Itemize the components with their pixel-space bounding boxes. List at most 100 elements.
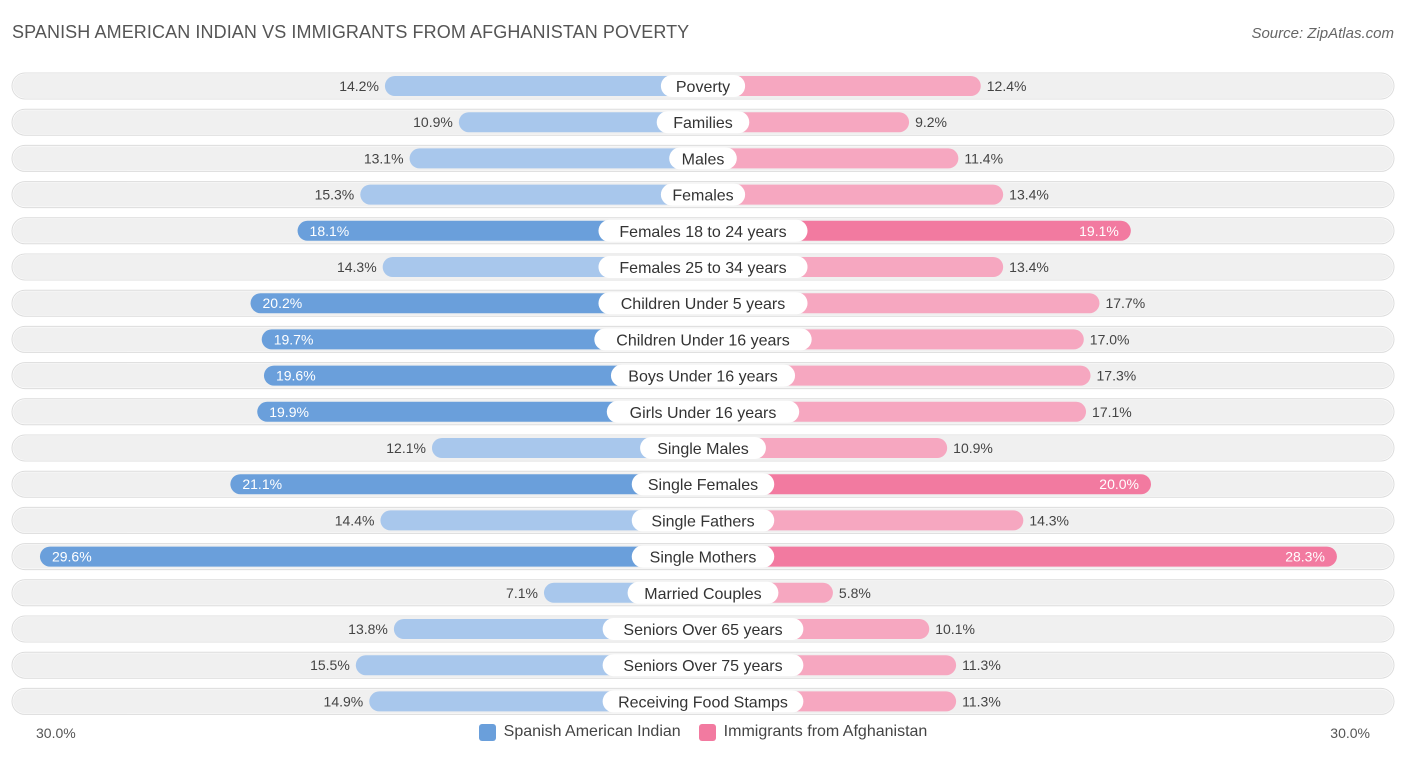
bar-spanish-american-indian (431, 438, 703, 458)
category-pill (598, 292, 808, 315)
category-label: Boys Under 16 years (628, 369, 777, 386)
bar-spanish-american-indian (380, 510, 703, 531)
category-label: Single Mothers (650, 550, 757, 567)
category-label: Single Males (657, 441, 749, 458)
bar-spanish-american-indian (257, 401, 703, 422)
category-label: Single Fathers (651, 513, 754, 530)
legend-swatch-pink (698, 723, 716, 741)
value-label-right: 5.8% (839, 585, 871, 601)
axis-label-left: 30.0% (36, 725, 76, 741)
category-pill (606, 400, 800, 423)
legend-label: Immigrants from Afghanistan (723, 723, 928, 740)
value-label-right: 17.0% (1090, 331, 1130, 347)
category-pill (602, 690, 804, 713)
bar-immigrants-from-afghanistan (703, 184, 1004, 205)
category-pill (660, 183, 746, 206)
category-pill (640, 437, 766, 459)
category-pill (594, 328, 812, 351)
category-pill (627, 581, 779, 604)
category-label: Poverty (676, 79, 730, 96)
value-label-right: 9.2% (915, 114, 947, 130)
category-pill (660, 75, 746, 97)
value-label-left: 15.5% (310, 657, 350, 673)
value-label-right: 14.3% (1029, 512, 1069, 528)
bar-immigrants-from-afghanistan (703, 474, 1151, 495)
value-label-left: 7.1% (506, 585, 538, 601)
legend-item-spanish-american-indian: Spanish American Indian (478, 723, 681, 741)
bar-immigrants-from-afghanistan (703, 220, 1131, 241)
bar-immigrants-from-afghanistan (703, 112, 910, 133)
bar-spanish-american-indian (250, 293, 703, 314)
category-pill (602, 654, 804, 677)
value-label-left: 21.1% (242, 476, 282, 492)
value-label-left: 20.2% (263, 295, 303, 311)
category-label: Females 18 to 24 years (619, 224, 786, 241)
category-label: Girls Under 16 years (630, 405, 777, 422)
source-note: Source: ZipAtlas.com (1251, 25, 1394, 42)
bar-spanish-american-indian (360, 184, 703, 205)
category-label: Seniors Over 65 years (623, 622, 782, 639)
category-pill (602, 618, 804, 640)
bar-spanish-american-indian (230, 474, 704, 495)
category-label: Children Under 5 years (621, 296, 786, 313)
category-label: Married Couples (644, 586, 761, 603)
category-pill (656, 111, 750, 134)
value-label-right: 11.3% (962, 693, 1001, 709)
value-label-left: 13.8% (348, 621, 388, 637)
value-label-left: 18.1% (310, 223, 350, 239)
category-label: Receiving Food Stamps (618, 694, 788, 711)
value-label-right: 10.9% (953, 440, 993, 456)
bar-spanish-american-indian (263, 365, 703, 386)
value-label-left: 14.2% (339, 78, 379, 94)
category-label: Single Females (648, 477, 758, 494)
value-label-left: 19.6% (276, 368, 316, 384)
value-label-left: 19.7% (274, 331, 314, 347)
value-label-left: 12.1% (386, 440, 426, 456)
value-label-right: 11.3% (962, 657, 1001, 673)
category-label: Children Under 16 years (616, 332, 789, 349)
value-label-right: 20.0% (1099, 476, 1139, 492)
bar-spanish-american-indian (458, 112, 703, 133)
value-label-left: 14.3% (337, 259, 377, 275)
bar-immigrants-from-afghanistan (703, 76, 981, 96)
value-label-right: 12.4% (987, 78, 1027, 94)
chart-title: SPANISH AMERICAN INDIAN VS IMMIGRANTS FR… (12, 22, 690, 42)
category-pill (631, 545, 775, 568)
bar-spanish-american-indian (384, 76, 703, 96)
value-label-left: 29.6% (52, 549, 92, 565)
bar-immigrants-from-afghanistan (703, 148, 959, 169)
legend: Spanish American Indian Immigrants from … (0, 723, 1406, 741)
category-label: Females (672, 188, 733, 205)
bar-immigrants-from-afghanistan (703, 365, 1091, 386)
value-label-right: 19.1% (1079, 223, 1119, 239)
value-label-left: 13.1% (364, 150, 404, 166)
category-pill (631, 473, 775, 496)
category-pill (610, 364, 796, 387)
legend-swatch-blue (478, 723, 496, 741)
value-label-right: 13.4% (1009, 259, 1049, 275)
category-pill (598, 219, 808, 242)
value-label-left: 14.9% (324, 693, 364, 709)
category-label: Females 25 to 34 years (619, 260, 786, 277)
bar-spanish-american-indian (261, 329, 703, 350)
bar-immigrants-from-afghanistan (703, 546, 1337, 567)
category-pill (598, 256, 808, 278)
value-label-right: 11.4% (964, 150, 1003, 166)
value-label-left: 15.3% (315, 187, 355, 203)
category-pill (631, 509, 775, 532)
legend-label: Spanish American Indian (503, 723, 681, 740)
value-label-left: 10.9% (413, 114, 453, 130)
value-label-right: 28.3% (1285, 549, 1325, 565)
bar-spanish-american-indian (409, 148, 703, 169)
category-label: Seniors Over 75 years (623, 658, 782, 675)
category-pill (669, 147, 737, 170)
value-label-left: 14.4% (335, 512, 375, 528)
bar-spanish-american-indian (39, 546, 703, 567)
value-label-right: 13.4% (1009, 187, 1049, 203)
value-label-right: 17.3% (1097, 368, 1137, 384)
value-label-left: 19.9% (269, 404, 309, 420)
category-label: Males (682, 151, 725, 168)
category-label: Families (673, 115, 733, 132)
axis-label-right: 30.0% (1330, 725, 1370, 741)
